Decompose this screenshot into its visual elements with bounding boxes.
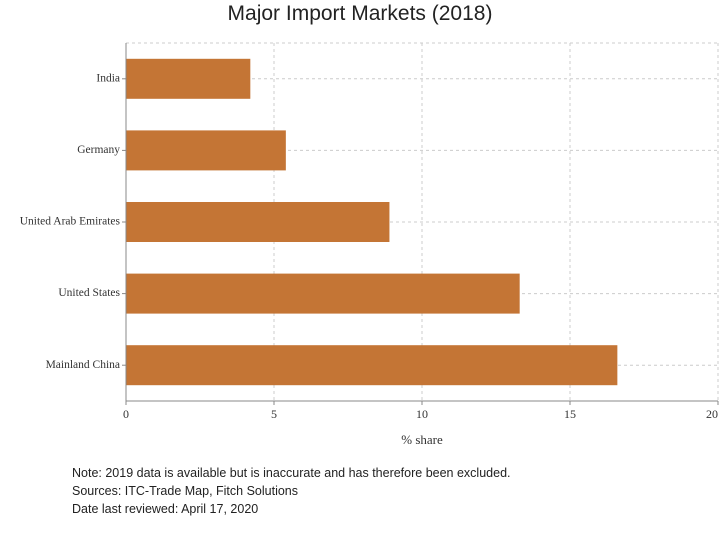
bar-chart: India Germany United Arab Emirates United S… [20, 42, 719, 447]
y-tick-label: Mainland China [46, 359, 120, 371]
chart-title: Major Import Markets (2018) [227, 2, 493, 25]
bar [126, 130, 286, 171]
axes [122, 43, 719, 405]
x-tick-label: 15 [564, 407, 576, 421]
bar [126, 58, 251, 99]
bar [126, 273, 520, 314]
y-tick-label: United States [58, 287, 120, 299]
x-tick-label: 10 [416, 407, 428, 421]
x-axis-label: % share [401, 432, 443, 447]
x-tick-label: 0 [123, 407, 129, 421]
note-text: Note: 2019 data is available but is inac… [72, 466, 511, 480]
bars [126, 58, 618, 386]
reviewed-date-text: Date last reviewed: April 17, 2020 [72, 502, 259, 516]
sources-text: Sources: ITC-Trade Map, Fitch Solutions [72, 484, 299, 498]
bar [126, 202, 390, 242]
y-tick-label: Germany [77, 144, 120, 156]
y-tick-label: United Arab Emirates [20, 216, 121, 228]
axis-labels: India Germany United Arab Emirates United S… [20, 72, 718, 447]
footnotes: Note: 2019 data is available but is inac… [72, 464, 511, 518]
x-tick-label: 20 [706, 407, 718, 421]
x-tick-label: 5 [271, 407, 277, 421]
y-tick-label: India [96, 72, 120, 84]
bar [126, 345, 618, 386]
